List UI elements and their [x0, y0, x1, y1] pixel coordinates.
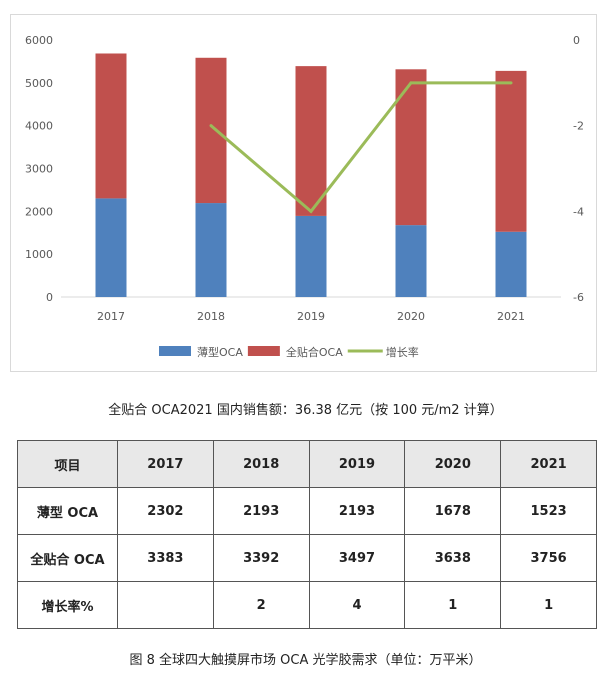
table-cell [117, 581, 214, 629]
bar-2018 [195, 203, 227, 297]
legend-swatch [247, 346, 280, 356]
table-cell: 薄型 OCA [17, 487, 118, 535]
table-cell: 2193 [212, 487, 310, 535]
x-tick-label: 2019 [297, 310, 325, 323]
y2-tick-label: -2 [573, 120, 584, 133]
bar-2019 [295, 66, 327, 216]
table-cell: 2021 [500, 440, 597, 488]
growth-point [409, 81, 413, 85]
table-cell: 1 [404, 581, 502, 629]
table-row: 增长率% 2 4 1 1 [17, 581, 597, 629]
bar-2021 [495, 70, 527, 232]
bar-2019 [295, 215, 327, 297]
table-cell: 2018 [212, 440, 310, 488]
table-cell: 3497 [308, 534, 406, 582]
chart-svg: 0 1000 2000 3000 4000 5000 6000 0 -2 -4 -6 2017 2018… [25, 34, 584, 359]
x-tick-label: 2017 [97, 310, 125, 323]
table-cell: 项目 [17, 440, 118, 488]
caption-bottom: 图 8 全球四大触摸屏市场 OCA 光学胶需求（单位：万平米） [129, 653, 482, 668]
y-tick-label: 2000 [25, 205, 53, 218]
table-row: 项目 2017 2018 2019 2020 2021 [17, 440, 597, 488]
table-cell: 增长率% [17, 581, 118, 629]
y-tick-label: 4000 [25, 120, 53, 133]
table-cell: 2 [212, 581, 310, 629]
bar-2020 [395, 69, 427, 226]
y2-tick-label: -4 [573, 205, 584, 218]
y-tick-label: 3000 [25, 163, 53, 176]
y-tick-label: 5000 [25, 77, 53, 90]
table-cell: 1 [500, 581, 597, 629]
table-cell: 2302 [117, 487, 214, 535]
bar-2021 [495, 231, 527, 297]
legend-label: 全贴合OCA [286, 345, 343, 359]
y2-tick-label: 0 [573, 34, 580, 47]
table-cell: 1678 [404, 487, 502, 535]
chart: 0 1000 2000 3000 4000 5000 6000 0 -2 -4 -6 2017 2018… [10, 14, 597, 372]
x-tick-label: 2018 [197, 310, 225, 323]
y-tick-label: 6000 [25, 34, 53, 47]
caption-top: 全贴合 OCA2021 国内销售额：36.38 亿元（按 100 元/m2 计算… [108, 403, 503, 418]
bar-2017 [95, 53, 127, 199]
table-row: 薄型 OCA 2302 2193 2193 1678 1523 [17, 487, 597, 535]
bar-2018 [195, 57, 227, 204]
table-cell: 2020 [404, 440, 502, 488]
y2-tick-label: -6 [573, 291, 584, 304]
growth-point [209, 124, 213, 128]
table-cell: 1523 [500, 487, 597, 535]
table-cell: 全贴合 OCA [17, 534, 118, 582]
y-tick-label: 0 [46, 291, 53, 304]
table-cell: 3756 [500, 534, 597, 582]
growth-line [210, 81, 511, 214]
table-cell: 3383 [117, 534, 214, 582]
table-cell: 2019 [308, 440, 406, 488]
table-row: 全贴合 OCA 3383 3392 3497 3638 3756 [17, 534, 597, 582]
legend-label: 增长率 [386, 345, 419, 359]
table-cell: 4 [308, 581, 406, 629]
table-cell: 3638 [404, 534, 502, 582]
table-cell: 3392 [212, 534, 310, 582]
x-tick-label: 2021 [497, 310, 525, 323]
legend-swatch [159, 346, 191, 356]
x-tick-label: 2020 [397, 310, 425, 323]
bar-2017 [95, 198, 127, 297]
growth-point [309, 209, 313, 213]
data-table: 项目 2017 2018 2019 2020 2021 薄型 OCA 2302 2193 2193… [17, 440, 597, 629]
table-cell: 2193 [308, 487, 406, 535]
growth-point [509, 81, 513, 85]
bar-2020 [395, 225, 427, 297]
legend-label: 薄型OCA [197, 345, 243, 359]
table-cell: 2017 [117, 440, 214, 488]
y-tick-label: 1000 [25, 248, 53, 261]
